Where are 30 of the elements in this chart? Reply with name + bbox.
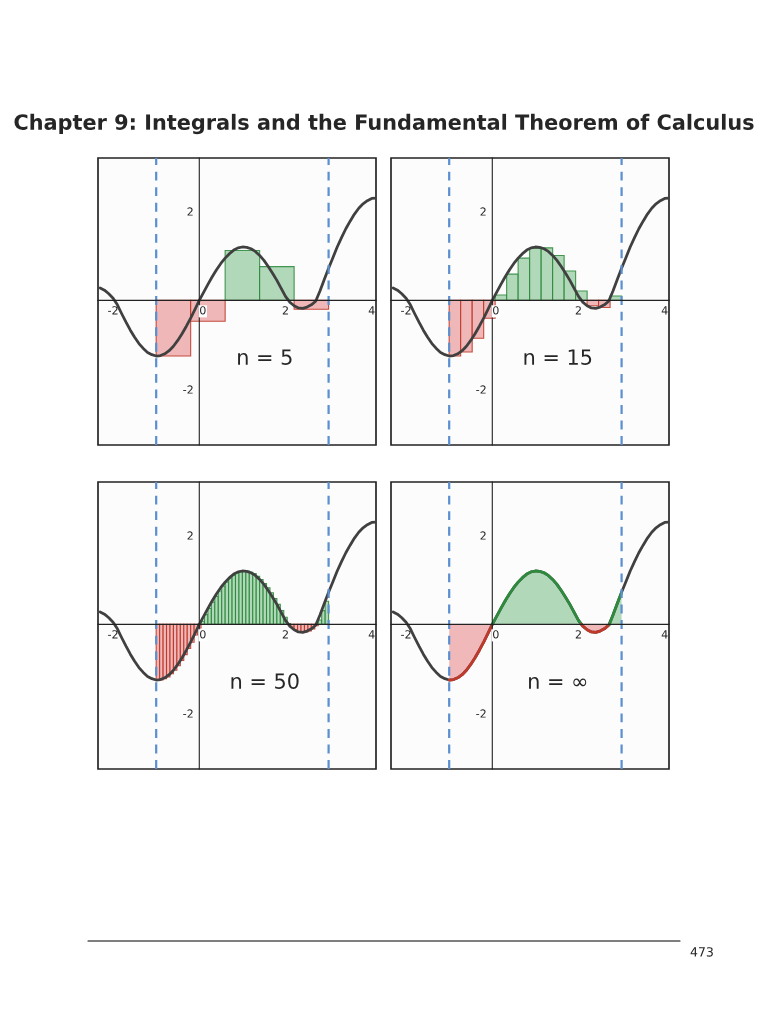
x-tick-label: 2 — [575, 630, 581, 639]
x-tick-label: 4 — [661, 306, 668, 315]
y-tick-label: 2 — [187, 207, 193, 216]
y-tick-label: 2 — [187, 531, 193, 540]
annotation: n = 5 — [238, 349, 292, 365]
y-tick-label: 2 — [480, 207, 486, 216]
annotation: n = 15 — [524, 349, 592, 365]
x-tick-label: 4 — [661, 630, 668, 639]
x-tick-label: 2 — [282, 306, 288, 315]
x-tick-label: -2 — [108, 306, 118, 315]
x-tick-label: 0 — [493, 630, 499, 639]
x-tick-label: 0 — [200, 306, 206, 315]
annotation: n = 50 — [231, 673, 299, 689]
text: Chapter 9: Integrals and the Fundamental Theorem of Calculus — [14, 113, 754, 135]
y-tick-label: -2 — [183, 709, 193, 718]
x-tick-label: 0 — [493, 306, 499, 315]
text: 473 — [690, 947, 713, 957]
x-tick-label: 2 — [282, 630, 288, 639]
x-tick-label: 2 — [575, 306, 581, 315]
x-tick-label: -2 — [401, 306, 411, 315]
x-tick-label: -2 — [401, 630, 411, 639]
x-tick-label: 4 — [368, 306, 375, 315]
x-tick-label: -2 — [108, 630, 118, 639]
y-tick-label: -2 — [476, 385, 486, 394]
annotation: n = ∞ — [529, 676, 587, 689]
y-tick-label: 2 — [480, 531, 486, 540]
y-tick-label: -2 — [183, 385, 193, 394]
x-tick-label: 4 — [368, 630, 375, 639]
x-tick-label: 0 — [200, 630, 206, 639]
y-tick-label: -2 — [476, 709, 486, 718]
